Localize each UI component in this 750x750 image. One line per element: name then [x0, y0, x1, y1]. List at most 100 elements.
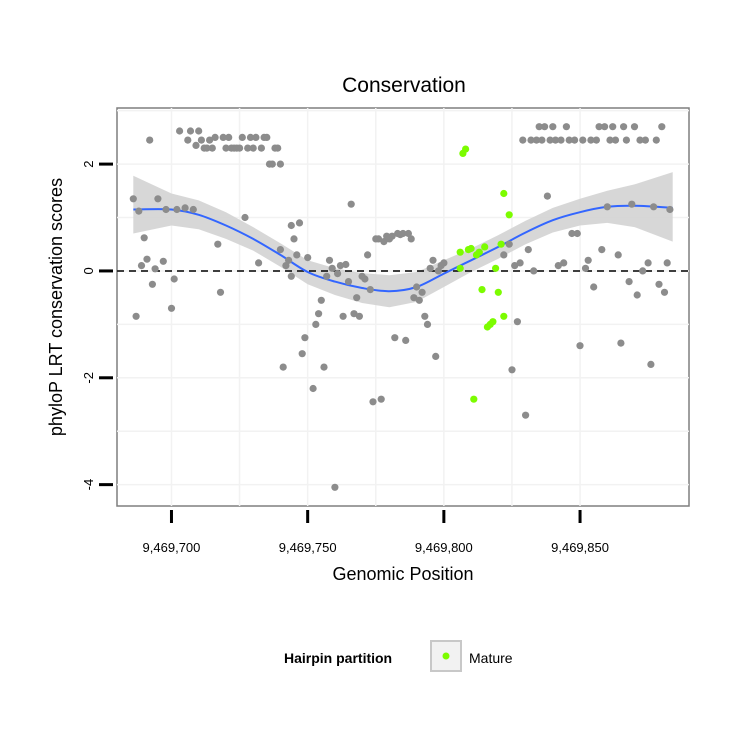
x-axis-label: Genomic Position — [332, 564, 473, 584]
other-point — [282, 262, 290, 270]
other-point — [532, 136, 541, 144]
mature-point — [456, 264, 464, 272]
mature-point — [478, 286, 486, 294]
other-point — [225, 133, 233, 141]
other-point — [238, 133, 246, 141]
other-point — [622, 136, 631, 144]
other-point — [350, 310, 358, 318]
other-point — [186, 127, 195, 135]
other-point — [176, 127, 184, 135]
other-point — [541, 123, 549, 131]
y-axis: -4 -2 0 2 — [81, 160, 113, 490]
other-point — [650, 203, 658, 211]
mature-point — [475, 248, 483, 256]
other-point — [399, 229, 407, 238]
other-point — [135, 207, 143, 215]
other-point — [132, 312, 140, 320]
other-point — [595, 123, 603, 131]
other-point — [538, 136, 546, 144]
other-point — [620, 123, 628, 131]
other-point — [527, 136, 535, 144]
other-point — [592, 136, 601, 144]
other-point — [546, 136, 554, 144]
other-point — [658, 123, 666, 131]
other-point — [323, 272, 331, 280]
other-point — [353, 294, 361, 302]
mature-point — [494, 288, 502, 296]
other-point — [407, 235, 415, 243]
other-point — [380, 238, 388, 246]
other-point — [159, 257, 167, 265]
other-point — [244, 144, 252, 152]
other-point — [347, 200, 355, 208]
other-point — [434, 267, 442, 275]
other-point — [285, 256, 293, 264]
other-point — [344, 278, 353, 286]
other-point — [500, 251, 508, 259]
other-point — [652, 136, 660, 144]
other-point — [189, 205, 197, 214]
other-point — [374, 235, 383, 243]
other-point — [309, 384, 317, 393]
other-point — [257, 144, 265, 152]
other-point — [293, 251, 301, 259]
other-point — [644, 259, 652, 267]
other-point — [342, 260, 350, 269]
other-point — [551, 136, 560, 144]
other-point — [663, 259, 671, 267]
other-point — [154, 195, 162, 203]
other-point — [402, 336, 410, 344]
other-point — [554, 262, 562, 270]
other-point — [647, 360, 655, 368]
mature-point — [505, 211, 513, 219]
other-point — [660, 288, 669, 296]
x-axis: 9,469,700 9,469,750 9,469,800 9,469,850 — [143, 510, 609, 555]
other-point — [611, 136, 620, 144]
mature-point — [500, 312, 508, 320]
other-point — [429, 256, 437, 264]
other-point — [513, 318, 522, 326]
other-point — [317, 296, 325, 304]
other-point — [137, 262, 146, 270]
mature-point — [500, 189, 508, 198]
other-point — [530, 267, 538, 275]
other-point — [146, 136, 154, 144]
other-point — [625, 278, 633, 286]
mature-point — [497, 240, 505, 248]
other-point — [606, 136, 614, 144]
other-point — [505, 240, 513, 248]
other-point — [236, 144, 244, 152]
other-point — [334, 270, 342, 278]
mature-point — [489, 318, 497, 326]
other-point — [364, 251, 372, 259]
other-point — [255, 259, 263, 267]
other-point — [298, 350, 306, 358]
y-tick-label: -2 — [81, 372, 96, 384]
other-point — [562, 123, 571, 131]
other-point — [614, 251, 622, 259]
other-point — [519, 136, 527, 144]
other-point — [560, 259, 568, 267]
other-point — [301, 334, 309, 342]
other-point — [391, 334, 399, 342]
other-point — [628, 200, 636, 208]
confidence-band — [133, 172, 673, 308]
other-point — [568, 229, 576, 238]
other-point — [603, 203, 611, 211]
other-point — [655, 280, 663, 288]
other-point — [388, 232, 396, 240]
other-point — [508, 366, 516, 374]
other-point — [426, 264, 434, 272]
other-point — [325, 256, 334, 264]
x-tick-label: 9,469,800 — [415, 540, 473, 555]
mature-point — [470, 395, 478, 403]
other-point — [279, 363, 287, 371]
mature-point — [492, 264, 500, 272]
other-point — [571, 136, 579, 144]
other-point — [241, 213, 249, 222]
other-point — [287, 221, 295, 230]
other-point — [573, 229, 581, 238]
other-point — [274, 144, 282, 152]
other-point — [601, 123, 609, 131]
legend-key-mature-point — [442, 652, 450, 660]
